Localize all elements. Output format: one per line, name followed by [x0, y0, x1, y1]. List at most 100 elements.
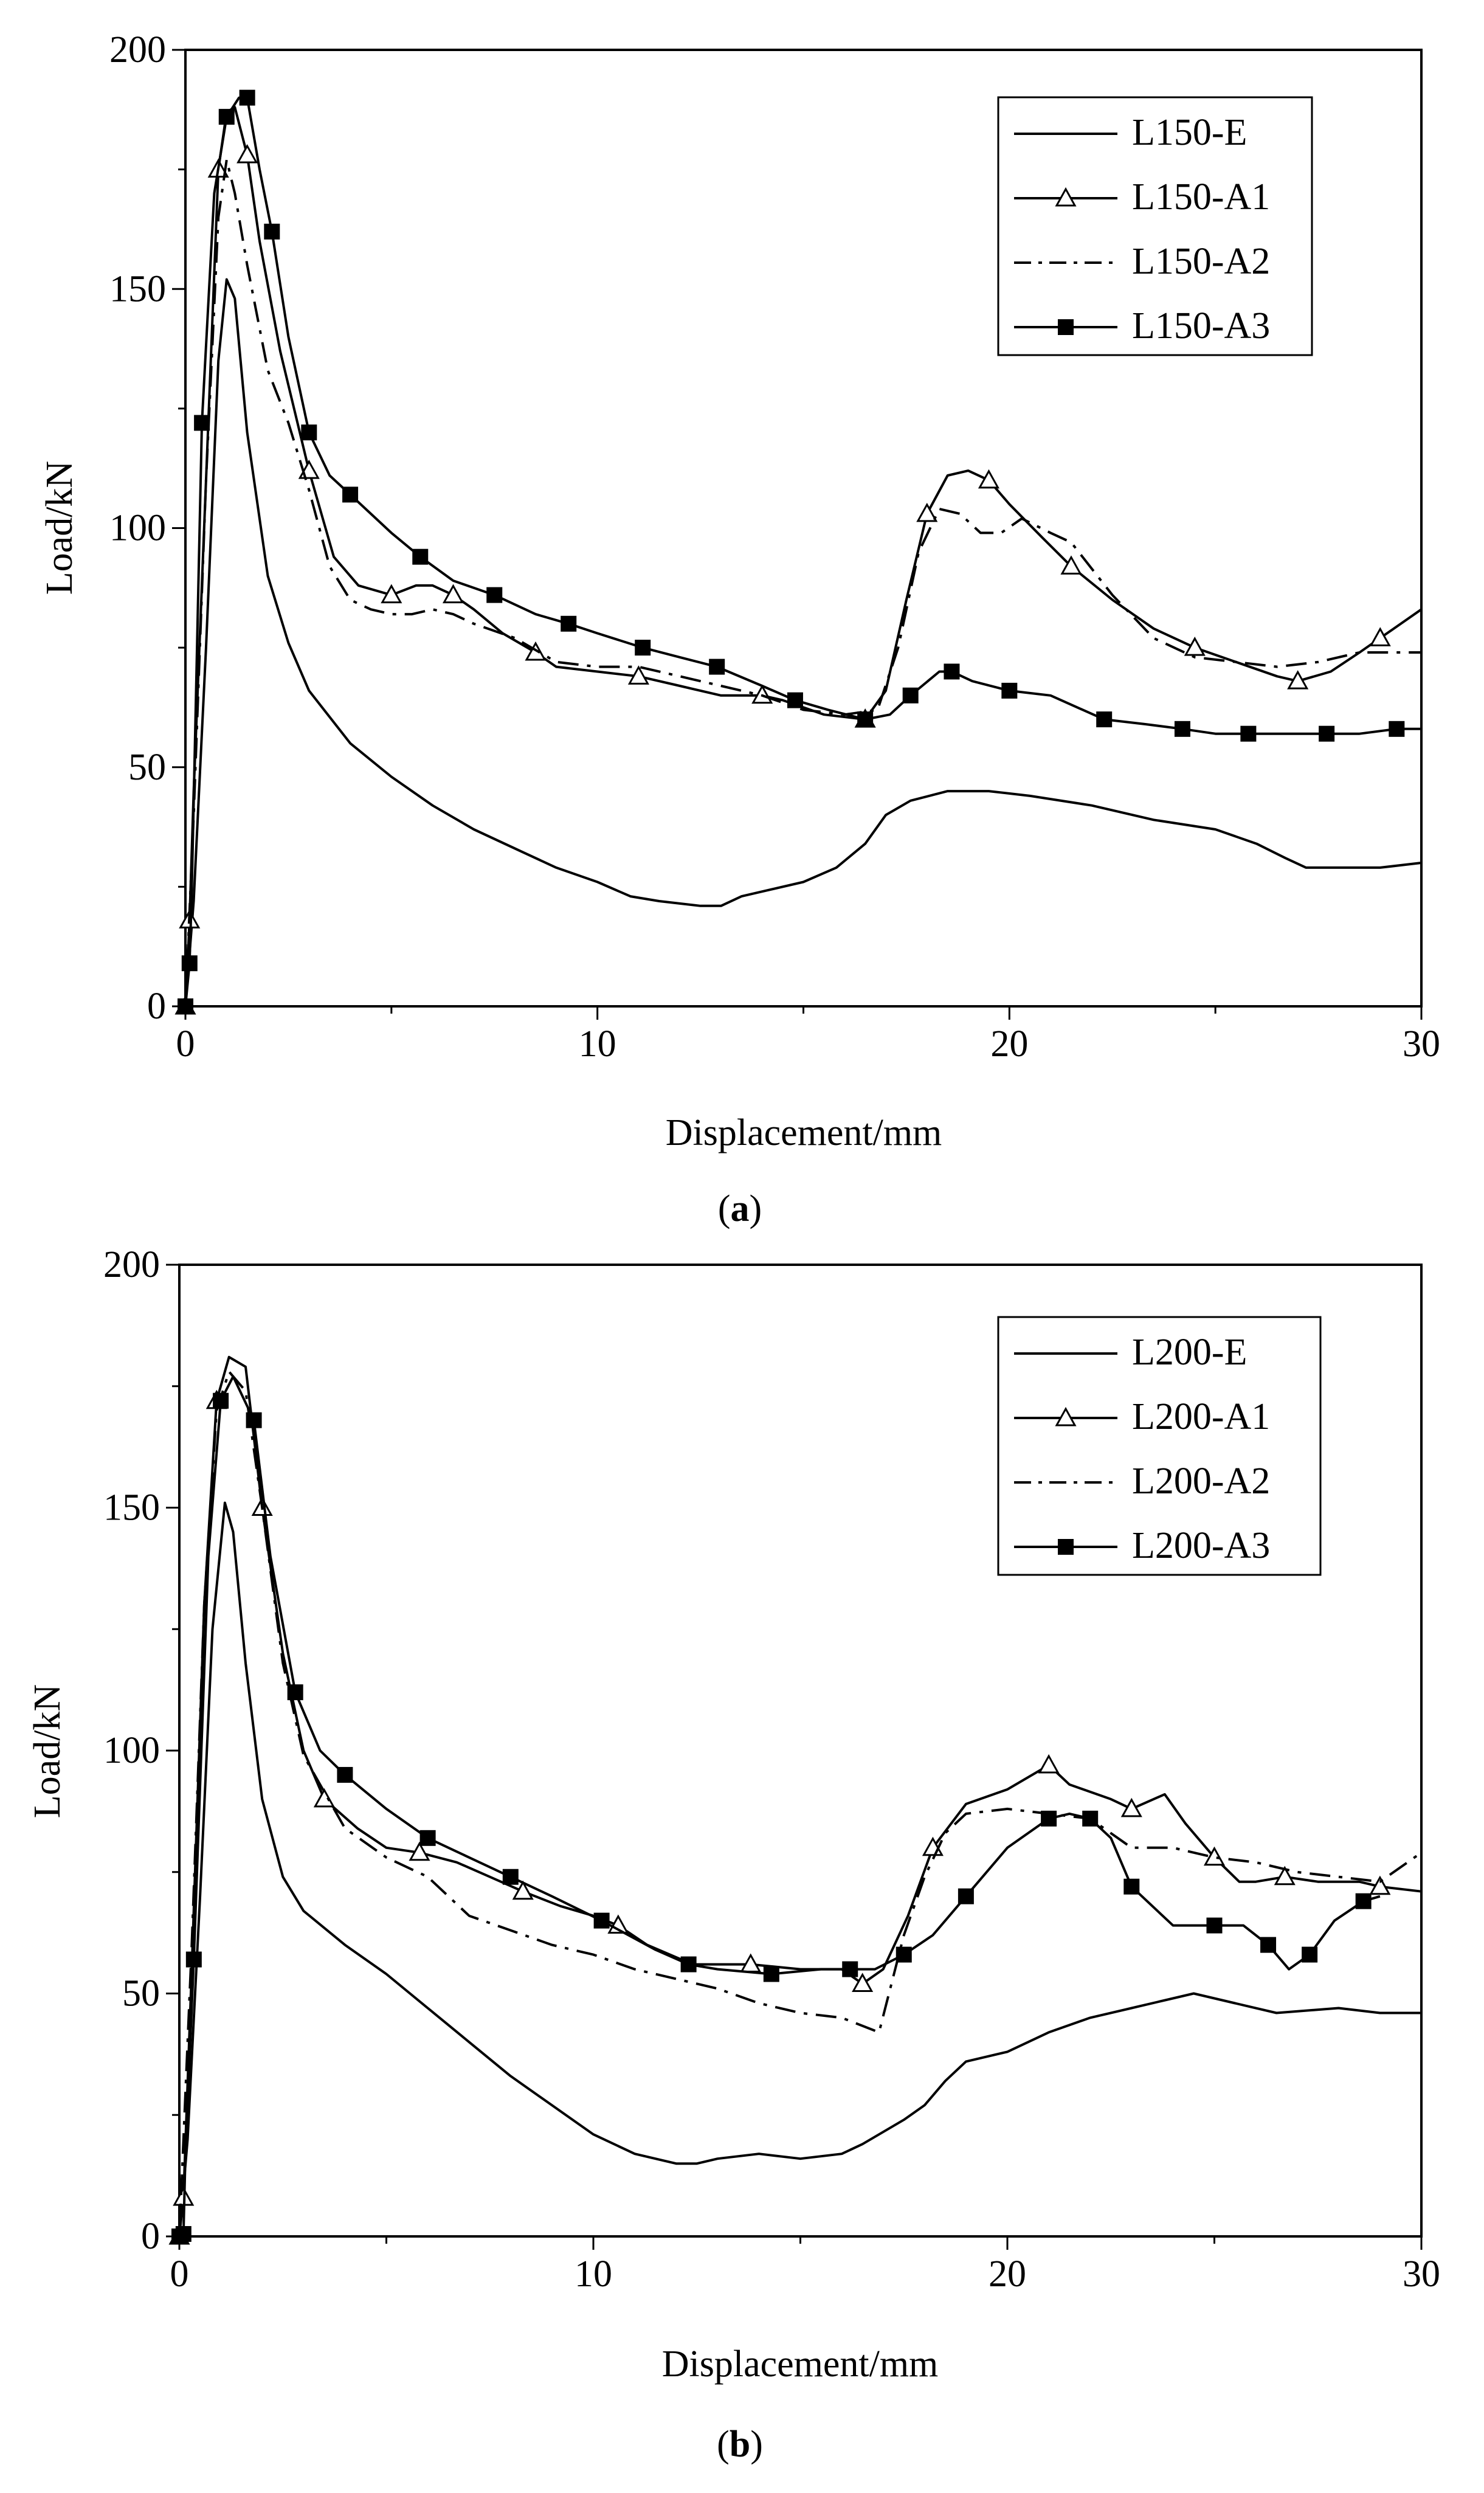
- panel-label-a: (a): [718, 1188, 762, 1229]
- data-point-L150-A1: [1369, 627, 1391, 646]
- y-tick-label: 100: [109, 508, 166, 549]
- x-tick-label: 0: [176, 1023, 195, 1065]
- y-tick-label: 0: [147, 986, 166, 1027]
- y-tick-label: 150: [109, 268, 166, 309]
- data-point-L150-A1: [627, 665, 649, 685]
- series-layer-a: [174, 89, 1423, 1015]
- series-L150-A3: [178, 89, 1421, 1014]
- series-L150-A2: [184, 158, 1421, 1007]
- data-point-L150-A3: [1240, 725, 1257, 742]
- y-tick-label: 200: [109, 29, 166, 71]
- data-point-L200-A3: [175, 2226, 192, 2242]
- legend-b: L200-E L200-A1 L200-A2 L200-A3: [997, 1316, 1322, 1576]
- x-tick-label: 0: [170, 2253, 189, 2295]
- series-line-L150-E: [184, 278, 1422, 1007]
- data-point-L150-A3: [486, 587, 503, 603]
- data-point-L200-A3: [842, 1961, 858, 1977]
- chart-panel-b: 0 10 20 30 0 50 100 150 200 Displacement/mm Loa…: [27, 1244, 1440, 2465]
- y-ticks-b: 0 50 100 150 200: [103, 1244, 179, 2257]
- series-line-L200-E: [178, 1501, 1421, 2237]
- legend-label-L150-A1: L150-A1: [1132, 176, 1270, 218]
- x-tick-label: 10: [575, 2253, 612, 2295]
- data-point-L150-A3: [787, 692, 803, 708]
- legend-label-L150-A2: L150-A2: [1132, 241, 1270, 282]
- data-point-L150-A1: [1060, 555, 1082, 575]
- legend-marker-L200-A3: [1058, 1539, 1074, 1555]
- y-tick-label: 200: [103, 1244, 160, 1285]
- data-point-L200-A1: [1203, 1846, 1226, 1866]
- legend-label-L200-A3: L200-A3: [1132, 1525, 1270, 1566]
- data-point-L150-A3: [1174, 721, 1190, 737]
- data-point-L150-A1: [1184, 637, 1206, 656]
- data-point-L200-A3: [1302, 1946, 1318, 1963]
- chart-panel-a: 0 10 20 30 0 50 100 150 200 Displacement/mm Loa…: [39, 29, 1440, 1229]
- data-point-L200-A3: [246, 1412, 262, 1428]
- data-point-L150-A3: [1389, 721, 1405, 737]
- legend-marker-L200-A1: [1055, 1406, 1077, 1426]
- x-tick-label: 10: [579, 1023, 616, 1065]
- data-point-L200-A1: [1120, 1797, 1142, 1817]
- x-tick-label: 30: [1403, 2253, 1440, 2295]
- y-tick-label: 50: [128, 747, 166, 788]
- data-point-L200-A3: [593, 1912, 610, 1929]
- data-point-L200-A3: [185, 1951, 202, 1968]
- y-ticks-a: 0 50 100 150 200: [109, 29, 185, 1027]
- data-point-L150-A3: [218, 109, 235, 125]
- data-point-L200-A3: [1206, 1917, 1223, 1934]
- data-point-L150-A1: [236, 143, 258, 164]
- data-point-L150-A1: [442, 584, 464, 604]
- panel-label-b: (b): [717, 2424, 763, 2465]
- data-point-L200-A3: [1082, 1810, 1099, 1827]
- data-point-L200-A3: [1355, 1893, 1372, 1909]
- data-point-L200-A3: [763, 1966, 779, 1982]
- data-point-L150-A1: [916, 502, 938, 522]
- data-point-L200-A1: [313, 1788, 335, 1808]
- data-point-L150-A3: [561, 615, 577, 632]
- x-ticks-a: 0 10 20 30: [176, 1006, 1440, 1065]
- data-point-L200-A3: [213, 1392, 229, 1409]
- data-point-L150-A3: [1096, 711, 1113, 728]
- y-axis-label-b: Load/kN: [27, 1684, 68, 1818]
- data-point-L200-A1: [409, 1841, 430, 1861]
- series-line-L200-A2: [178, 1370, 1423, 2237]
- data-point-L150-A1: [978, 469, 999, 489]
- data-point-L150-A1: [1287, 670, 1309, 690]
- y-axis-label-a: Load/kN: [39, 461, 80, 595]
- x-ticks-b: 0 10 20 30: [170, 2236, 1440, 2295]
- data-point-L200-A1: [1274, 1865, 1296, 1886]
- data-point-L150-A1: [381, 584, 402, 604]
- data-point-L150-A3: [902, 687, 919, 704]
- data-point-L150-A3: [194, 415, 210, 431]
- data-point-L200-A3: [287, 1684, 303, 1701]
- y-tick-label: 100: [103, 1730, 160, 1771]
- x-axis-label-b: Displacement/mm: [662, 2343, 939, 2385]
- y-tick-label: 50: [122, 1973, 160, 2014]
- data-point-L150-A3: [264, 223, 280, 240]
- x-tick-label: 20: [989, 2253, 1026, 2295]
- data-point-L200-A3: [1123, 1878, 1140, 1895]
- legend-label-L200-A2: L200-A2: [1132, 1461, 1270, 1502]
- legend-label-L150-A3: L150-A3: [1132, 305, 1270, 347]
- legend-marker-L150-A1: [1055, 187, 1077, 207]
- data-point-L200-A1: [1369, 1875, 1391, 1895]
- series-line-L150-A2: [184, 158, 1421, 1007]
- series-L200-E: [178, 1501, 1421, 2237]
- series-L150-E: [184, 278, 1422, 1007]
- data-point-L150-A3: [709, 659, 725, 675]
- data-point-L200-A3: [502, 1869, 519, 1885]
- panel-label-b-letter: b: [730, 2424, 750, 2465]
- series-line-L150-A3: [184, 96, 1421, 1007]
- data-point-L200-A1: [607, 1914, 629, 1934]
- data-point-L150-A3: [239, 89, 255, 106]
- legend-a: L150-E L150-A1 L150-A2 L150-A3: [997, 96, 1313, 356]
- legend-box-b: [997, 1316, 1322, 1576]
- x-tick-label: 20: [990, 1023, 1028, 1065]
- series-L200-A3: [171, 1375, 1381, 2244]
- series-layer-b: [168, 1355, 1423, 2245]
- y-tick-label: 150: [103, 1487, 160, 1529]
- series-L200-A2: [178, 1370, 1423, 2237]
- data-point-L150-A3: [1001, 682, 1018, 699]
- legend-label-L200-A1: L200-A1: [1132, 1396, 1270, 1437]
- data-point-L150-A3: [635, 640, 651, 656]
